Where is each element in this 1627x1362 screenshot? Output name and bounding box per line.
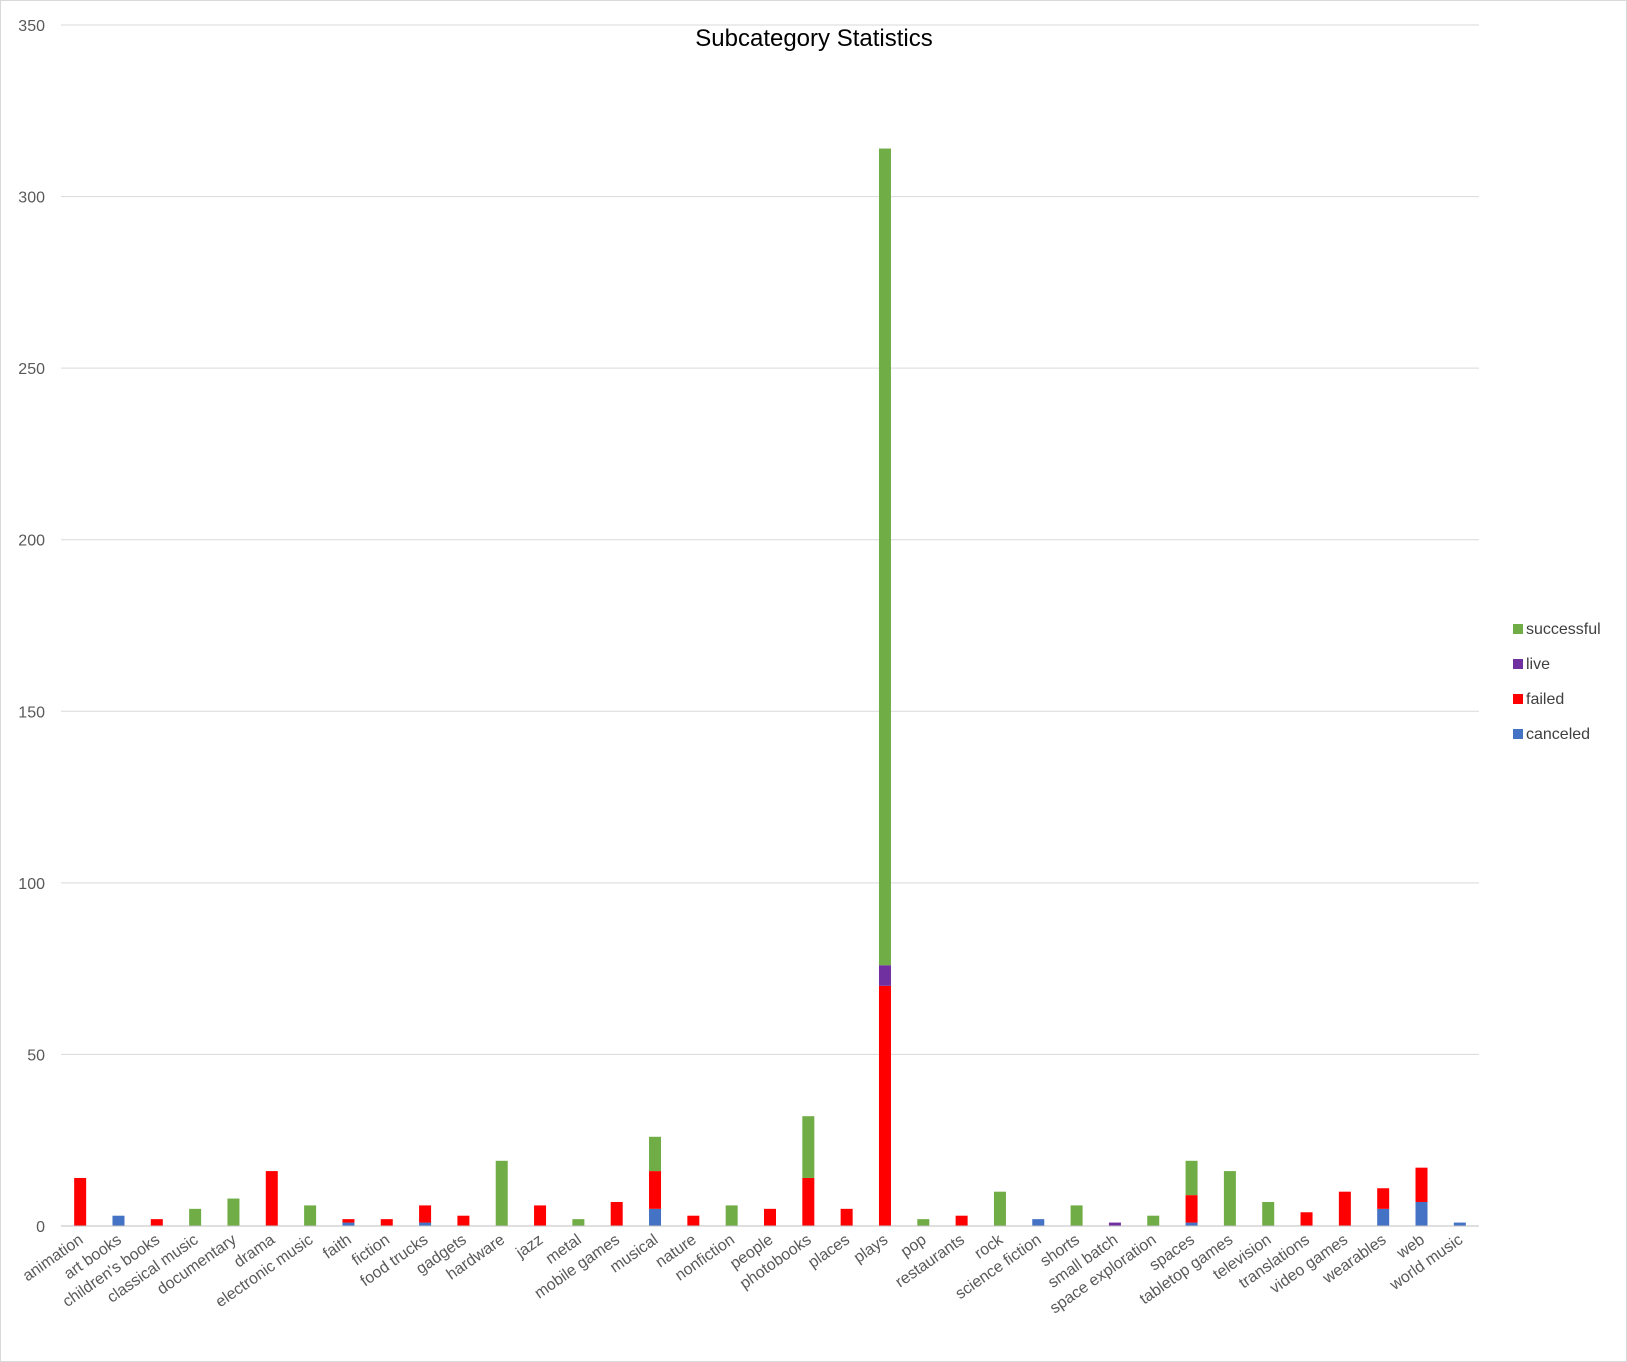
bar-successful bbox=[993, 1191, 1006, 1226]
x-tick-label: places bbox=[805, 1231, 853, 1271]
bar-failed bbox=[878, 985, 891, 1226]
bar-failed bbox=[1415, 1167, 1428, 1202]
bars bbox=[74, 148, 1466, 1226]
y-tick-label: 150 bbox=[18, 704, 45, 721]
bar-failed bbox=[74, 1177, 87, 1226]
bar-canceled bbox=[1377, 1208, 1390, 1226]
x-tick-label: restaurants bbox=[893, 1231, 968, 1291]
y-tick-label: 50 bbox=[27, 1047, 45, 1064]
x-tick-label: world music bbox=[1386, 1231, 1466, 1294]
bar-successful bbox=[917, 1219, 930, 1226]
bar-failed bbox=[380, 1219, 393, 1226]
bar-failed bbox=[802, 1177, 815, 1226]
bar-failed bbox=[764, 1208, 776, 1226]
bar-successful bbox=[495, 1160, 508, 1226]
legend-swatch-failed bbox=[1513, 694, 1523, 704]
bar-successful bbox=[572, 1219, 585, 1226]
bar-successful bbox=[1070, 1205, 1083, 1226]
bar-successful bbox=[802, 1116, 815, 1178]
bar-successful bbox=[1185, 1160, 1198, 1196]
legend: successful live failed canceled bbox=[1513, 621, 1601, 743]
y-tick-label: 350 bbox=[18, 18, 45, 35]
bar-failed bbox=[457, 1215, 470, 1226]
y-tick-label: 200 bbox=[18, 533, 45, 550]
bar-failed bbox=[150, 1219, 163, 1226]
y-tick-label: 100 bbox=[18, 876, 45, 893]
bar-successful bbox=[1147, 1215, 1160, 1226]
bar-live bbox=[878, 965, 891, 986]
x-tick-label: plays bbox=[851, 1231, 891, 1266]
bar-successful bbox=[189, 1208, 202, 1226]
bar-failed bbox=[342, 1219, 355, 1223]
bar-successful bbox=[304, 1205, 317, 1226]
legend-label-failed: failed bbox=[1526, 691, 1564, 708]
y-tick-label: 300 bbox=[18, 190, 45, 207]
y-axis-tick-labels: 0 50 100 150 200 250 300 350 bbox=[18, 18, 45, 1236]
bar-failed bbox=[687, 1215, 700, 1226]
bar-failed bbox=[649, 1171, 662, 1209]
y-tick-label: 250 bbox=[18, 361, 45, 378]
legend-label-live: live bbox=[1526, 656, 1550, 673]
bar-failed bbox=[1185, 1195, 1198, 1223]
bar-canceled bbox=[1415, 1201, 1428, 1226]
bar-failed bbox=[955, 1215, 968, 1226]
bar-failed bbox=[419, 1205, 432, 1223]
legend-label-successful: successful bbox=[1526, 621, 1601, 638]
bar-failed bbox=[610, 1201, 623, 1226]
chart-title: Subcategory Statistics bbox=[695, 25, 932, 52]
bar-live bbox=[1108, 1222, 1121, 1226]
bar-canceled bbox=[419, 1222, 432, 1226]
bar-failed bbox=[840, 1208, 853, 1226]
bar-failed bbox=[265, 1171, 278, 1226]
bar-canceled bbox=[112, 1215, 125, 1226]
bar-canceled bbox=[649, 1208, 662, 1226]
bar-successful bbox=[1223, 1171, 1236, 1226]
bar-successful bbox=[1262, 1201, 1275, 1226]
legend-swatch-successful bbox=[1513, 624, 1523, 634]
bar-failed bbox=[1300, 1212, 1313, 1226]
x-tick-label: faith bbox=[320, 1231, 355, 1262]
bar-canceled bbox=[342, 1222, 355, 1226]
legend-swatch-live bbox=[1513, 659, 1523, 669]
legend-swatch-canceled bbox=[1513, 729, 1523, 739]
bar-canceled bbox=[1032, 1219, 1045, 1226]
x-tick-label: jazz bbox=[512, 1231, 546, 1262]
bar-successful bbox=[227, 1198, 240, 1226]
bar-canceled bbox=[1453, 1222, 1466, 1226]
y-tick-label: 0 bbox=[36, 1219, 45, 1236]
gridlines bbox=[61, 24, 1479, 1227]
bar-successful bbox=[878, 148, 891, 966]
bar-successful bbox=[649, 1136, 662, 1172]
bar-failed bbox=[1338, 1191, 1351, 1226]
bar-successful bbox=[725, 1205, 738, 1226]
bar-failed bbox=[534, 1205, 547, 1226]
bar-canceled bbox=[1185, 1222, 1198, 1226]
legend-label-canceled: canceled bbox=[1526, 726, 1590, 743]
bar-failed bbox=[1377, 1188, 1390, 1209]
